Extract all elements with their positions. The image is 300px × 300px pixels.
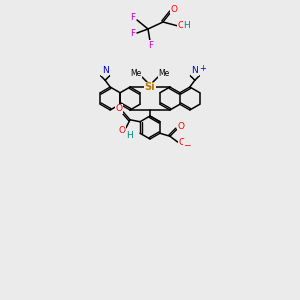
Text: O: O [178,138,185,147]
Text: O: O [116,104,122,113]
Text: Si: Si [145,82,155,92]
Text: Me: Me [130,68,142,77]
Text: O: O [118,126,125,135]
Text: O: O [178,122,184,131]
Text: O: O [170,4,178,14]
Text: F: F [130,29,136,38]
Text: H: H [184,20,190,29]
Text: N: N [191,66,198,75]
Text: F: F [130,14,136,22]
Text: H: H [126,131,132,140]
Text: F: F [148,40,154,50]
Text: Me: Me [158,68,169,77]
Text: O: O [178,20,184,29]
Text: N: N [102,66,109,75]
Text: +: + [200,64,206,73]
Text: −: − [183,140,191,149]
